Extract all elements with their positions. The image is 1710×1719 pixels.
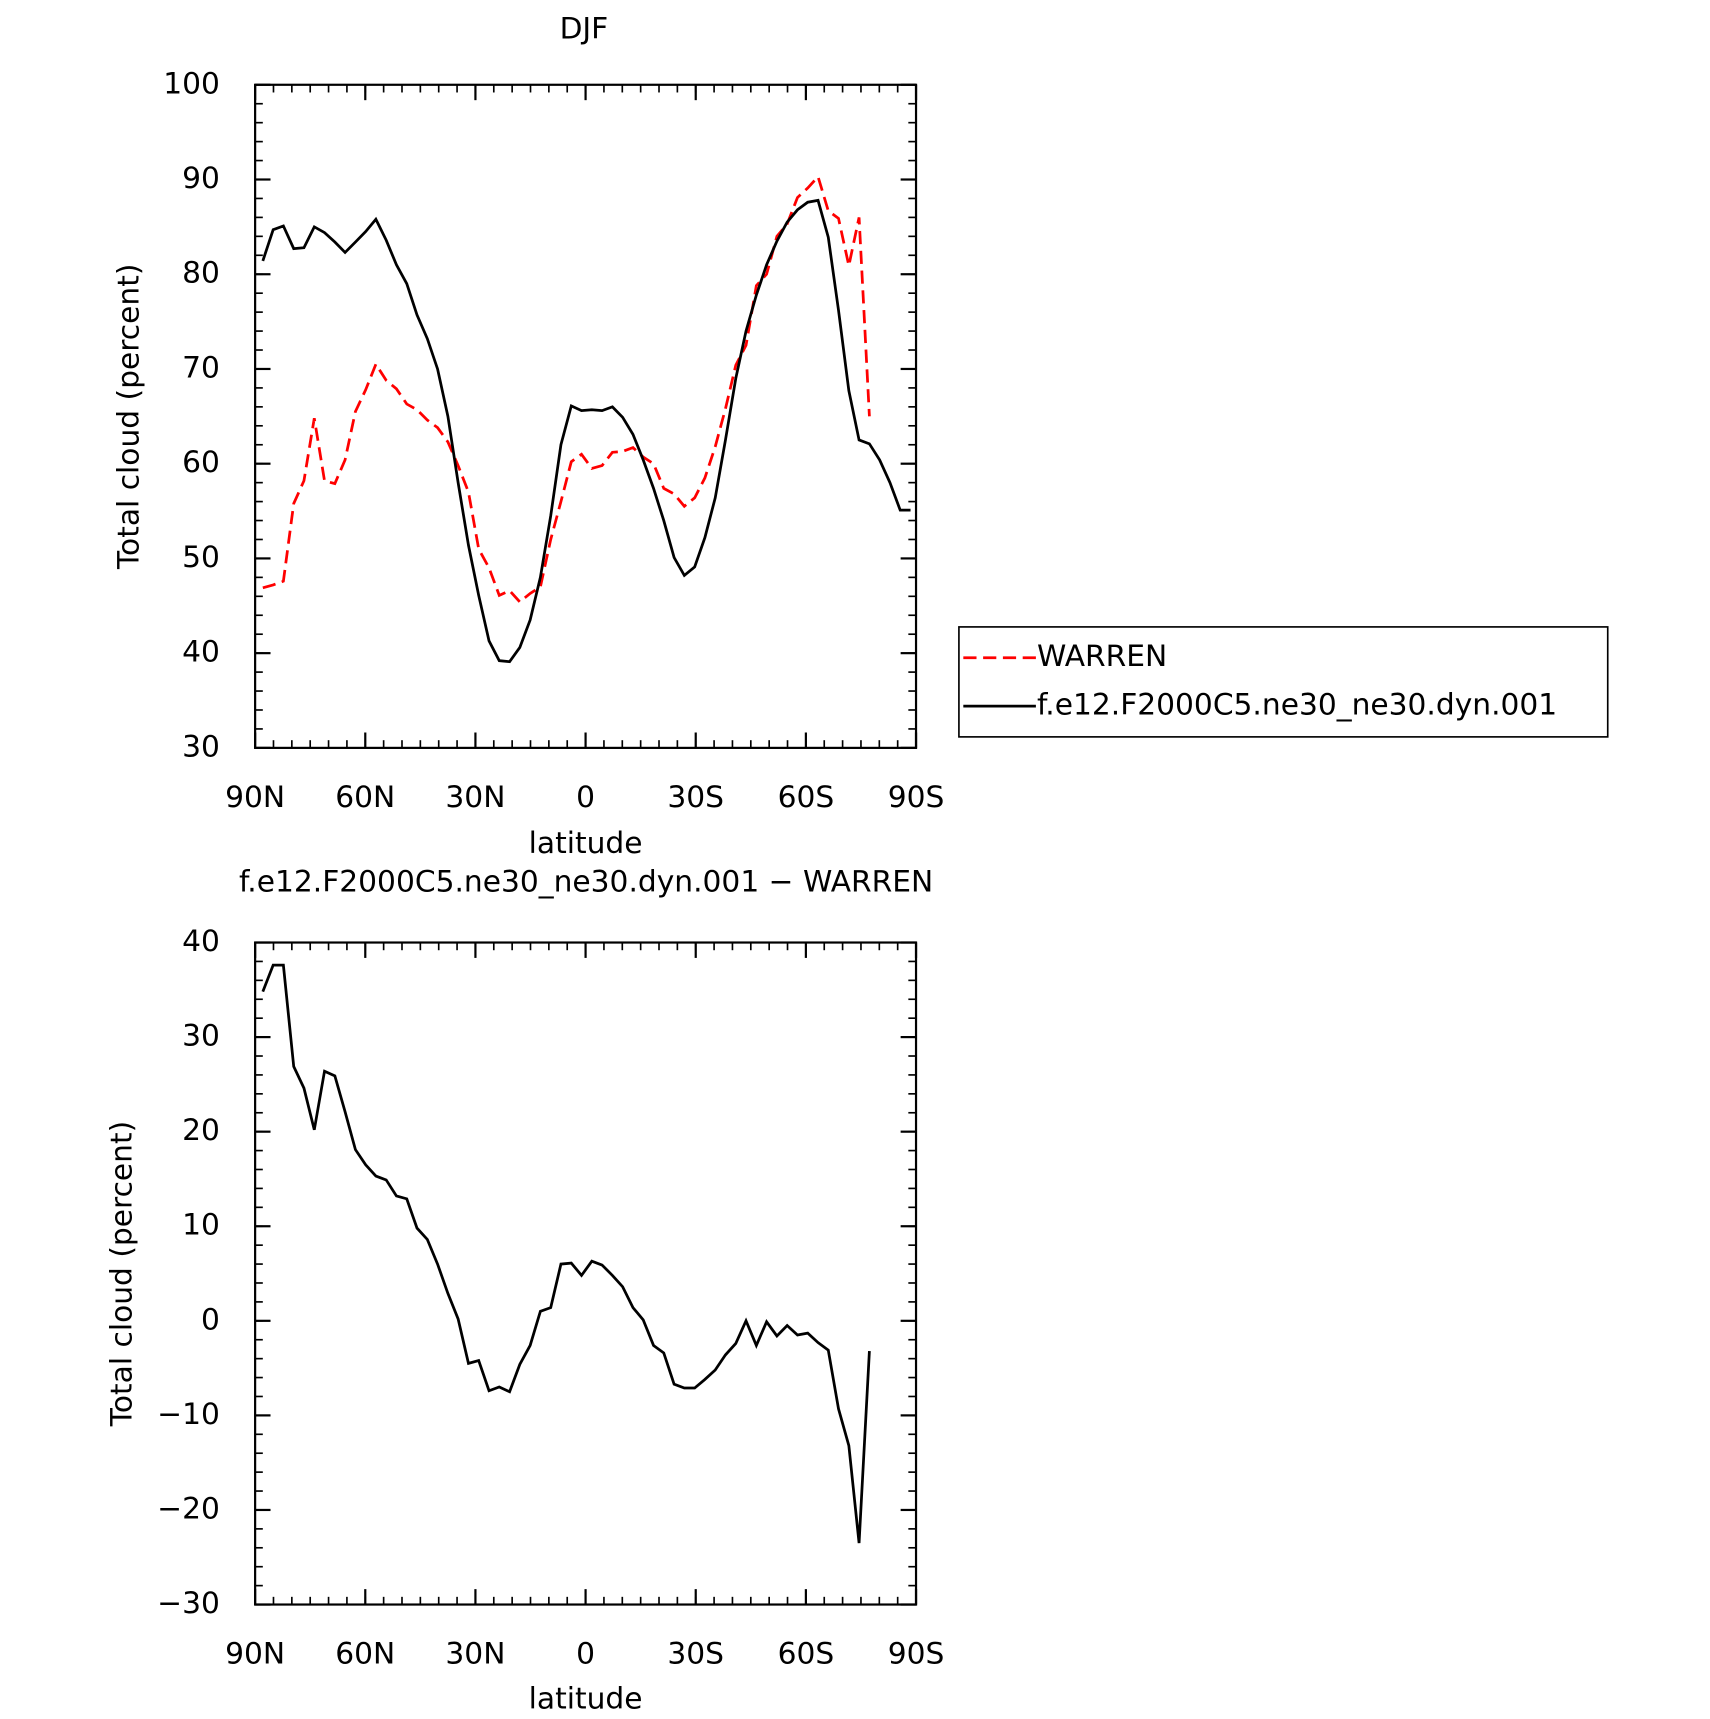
x-tick-label: 90S	[888, 1637, 945, 1672]
y-tick-label: 50	[182, 540, 220, 575]
y-tick-label: 70	[182, 350, 220, 385]
x-tick-label: 30N	[445, 1637, 505, 1672]
y-tick-label: 60	[182, 445, 220, 480]
y-tick-label: 40	[182, 924, 220, 959]
data-line	[261, 198, 911, 664]
y-tick-label: 20	[182, 1113, 220, 1148]
x-tick-label: 90S	[888, 780, 945, 815]
x-tick-label: 30S	[667, 780, 724, 815]
x-tick-label: 60S	[778, 780, 835, 815]
x-tick-label: 0	[576, 780, 595, 815]
x-axis-label: latitude	[529, 1682, 643, 1717]
y-tick-label: 90	[182, 161, 220, 196]
y-tick-label: 80	[182, 256, 220, 291]
x-tick-label: 60S	[778, 1637, 835, 1672]
chart-title: DJF	[560, 11, 609, 46]
y-axis-label: Total cloud (percent)	[111, 264, 146, 570]
x-tick-label: 30S	[667, 1637, 724, 1672]
plot-frame	[254, 941, 918, 1606]
y-tick-label: −20	[157, 1491, 220, 1526]
y-tick-label: 40	[182, 635, 220, 670]
y-tick-label: 100	[163, 66, 220, 101]
legend-box	[958, 626, 1609, 738]
x-axis-label: latitude	[529, 826, 643, 861]
y-tick-label: 30	[182, 1019, 220, 1054]
x-tick-label: 90N	[225, 780, 285, 815]
x-tick-label: 60N	[335, 780, 395, 815]
y-tick-label: −10	[157, 1397, 220, 1432]
x-tick-label: 60N	[335, 1637, 395, 1672]
chart-title: f.e12.F2000C5.ne30_ne30.dyn.001 − WARREN	[239, 865, 933, 900]
x-tick-label: 90N	[225, 1637, 285, 1672]
legend-label: WARREN	[1037, 639, 1167, 674]
y-axis-label: Total cloud (percent)	[105, 1121, 140, 1427]
data-line	[262, 173, 871, 604]
y-tick-label: 0	[201, 1302, 220, 1337]
x-tick-label: 30N	[445, 780, 505, 815]
data-line	[261, 963, 871, 1544]
plot-frame	[254, 83, 918, 749]
y-tick-label: 10	[182, 1208, 220, 1243]
y-tick-label: 30	[182, 729, 220, 764]
legend-label: f.e12.F2000C5.ne30_ne30.dyn.001	[1037, 688, 1557, 723]
x-tick-label: 0	[576, 1637, 595, 1672]
y-tick-label: −30	[157, 1586, 220, 1621]
